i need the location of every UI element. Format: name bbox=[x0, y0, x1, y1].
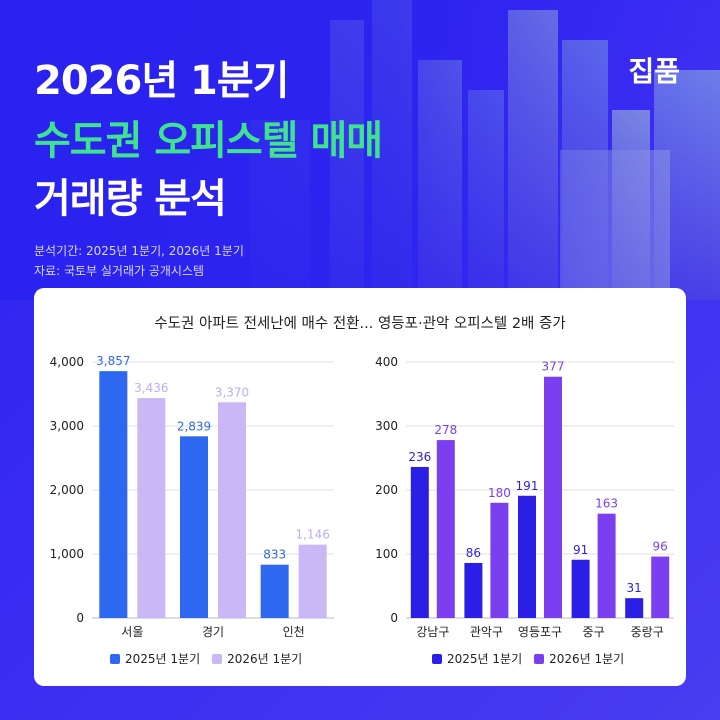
legend-swatch-2026 bbox=[212, 653, 223, 664]
analysis-period: 분석기간: 2025년 1분기, 2026년 1분기 bbox=[34, 244, 244, 258]
data-label: 3,436 bbox=[134, 381, 168, 395]
y-tick-label: 100 bbox=[375, 547, 398, 561]
data-label: 180 bbox=[488, 486, 511, 500]
data-label: 31 bbox=[627, 581, 642, 595]
y-tick-label: 300 bbox=[375, 419, 398, 433]
data-label: 1,146 bbox=[295, 528, 329, 542]
legend-item-2026: 2026년 1분기 bbox=[212, 650, 302, 667]
x-tick-label: 중구 bbox=[583, 625, 605, 639]
title-line-3: 거래량 분석 bbox=[34, 176, 227, 222]
legend-item-2026: 2026년 1분기 bbox=[534, 650, 624, 667]
data-label: 3,857 bbox=[96, 354, 130, 368]
data-label: 91 bbox=[573, 543, 588, 557]
bar bbox=[490, 502, 509, 618]
bar bbox=[260, 564, 289, 618]
data-label: 833 bbox=[263, 548, 286, 562]
district-chart-legend: 2025년 1분기 2026년 1분기 bbox=[432, 650, 624, 667]
bar bbox=[180, 436, 208, 618]
data-label: 278 bbox=[434, 423, 457, 437]
region-chart-legend: 2025년 1분기 2026년 1분기 bbox=[110, 650, 302, 667]
x-tick-label: 경기 bbox=[202, 625, 224, 639]
data-label: 96 bbox=[653, 540, 668, 554]
legend-swatch-2026 bbox=[534, 653, 545, 664]
bar bbox=[464, 562, 483, 618]
y-tick-label: 400 bbox=[375, 355, 398, 369]
legend-label-2025: 2025년 1분기 bbox=[125, 652, 201, 666]
bar bbox=[137, 398, 166, 618]
chart-subtitle: 수도권 아파트 전세난에 매수 전환... 영등포·관악 오피스텔 2배 증가 bbox=[154, 316, 566, 332]
bar bbox=[99, 371, 128, 618]
region-bar-chart: 0 1,000 2,000 3,000 4,000 3,857 3,436 서울 2,839 3,… bbox=[50, 354, 334, 639]
data-label: 3,370 bbox=[215, 385, 249, 399]
chart-card: 수도권 아파트 전세난에 매수 전환... 영등포·관악 오피스텔 2배 증가 … bbox=[34, 288, 686, 686]
y-tick-label: 3,000 bbox=[50, 419, 84, 433]
bar bbox=[436, 440, 455, 618]
legend-swatch-2025 bbox=[432, 653, 442, 664]
bar bbox=[218, 402, 246, 618]
title-line-1: 2026년 1분기 bbox=[34, 58, 289, 104]
x-tick-label: 관악구 bbox=[470, 625, 503, 639]
brand-logo: 집품 bbox=[628, 55, 680, 88]
y-tick-label: 2,000 bbox=[50, 483, 84, 497]
title-line-2: 수도권 오피스텔 매매 bbox=[34, 118, 383, 164]
y-tick-label: 0 bbox=[390, 611, 398, 625]
bar bbox=[625, 598, 644, 618]
x-tick-label: 영등포구 bbox=[518, 625, 562, 639]
bar bbox=[298, 544, 327, 618]
data-label: 191 bbox=[516, 479, 539, 493]
data-label: 236 bbox=[408, 450, 431, 464]
data-label: 377 bbox=[542, 360, 565, 374]
bar bbox=[597, 513, 616, 618]
legend-label-2026: 2026년 1분기 bbox=[227, 652, 303, 666]
y-tick-label: 1,000 bbox=[50, 547, 84, 561]
x-tick-label: 중랑구 bbox=[631, 625, 664, 639]
bar bbox=[410, 466, 429, 618]
y-tick-label: 4,000 bbox=[50, 355, 84, 369]
legend-item-2025: 2025년 1분기 bbox=[110, 650, 200, 667]
legend-item-2025: 2025년 1분기 bbox=[432, 650, 522, 667]
x-tick-label: 인천 bbox=[283, 624, 305, 639]
bar bbox=[518, 495, 536, 618]
x-tick-label: 서울 bbox=[121, 625, 143, 639]
y-tick-label: 200 bbox=[375, 483, 398, 497]
data-label: 2,839 bbox=[177, 419, 211, 433]
legend-swatch-2025 bbox=[110, 653, 120, 664]
data-label: 163 bbox=[595, 497, 618, 511]
x-tick-label: 강남구 bbox=[416, 625, 449, 639]
bar bbox=[651, 556, 670, 618]
legend-label-2025: 2025년 1분기 bbox=[447, 652, 523, 666]
legend-label-2026: 2026년 1분기 bbox=[549, 652, 625, 666]
bar bbox=[571, 559, 590, 618]
y-tick-label: 0 bbox=[76, 611, 84, 625]
city-skyline-image bbox=[0, 0, 720, 300]
bar bbox=[544, 376, 562, 618]
data-source: 자료: 국토부 실거래가 공개시스템 bbox=[34, 264, 205, 278]
data-label: 86 bbox=[466, 546, 481, 560]
